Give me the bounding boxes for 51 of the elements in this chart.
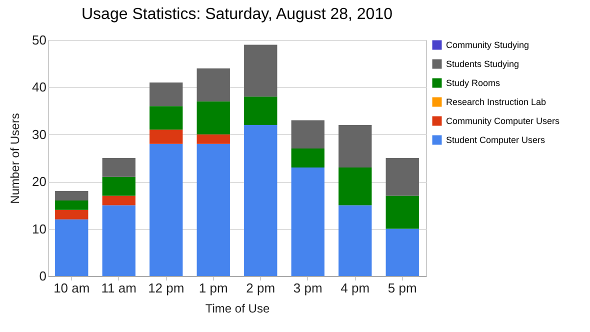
legend-label: Student Computer Users xyxy=(446,135,546,145)
bar xyxy=(102,205,136,276)
bar xyxy=(244,124,278,276)
bar xyxy=(338,124,372,168)
bar xyxy=(55,191,88,200)
bar xyxy=(150,144,183,276)
y-tick-label: 20 xyxy=(32,174,46,190)
x-tick-label: 5 pm xyxy=(388,280,417,296)
bar xyxy=(244,96,278,125)
legend-label: Students Studying xyxy=(446,59,520,69)
chart-title: Usage Statistics: Saturday, August 28, 2010 xyxy=(82,6,393,23)
x-tick-label: 3 pm xyxy=(293,280,322,296)
bar xyxy=(291,120,324,149)
x-tick-label: 11 am xyxy=(101,280,136,296)
bar xyxy=(150,130,183,144)
bar xyxy=(102,176,136,196)
bar xyxy=(244,44,278,97)
bar xyxy=(150,106,183,130)
bar xyxy=(55,219,88,276)
y-axis-title: Number of Users xyxy=(8,113,22,204)
bar xyxy=(386,196,419,229)
y-tick-label: 10 xyxy=(32,221,46,236)
bar xyxy=(338,167,372,206)
bar xyxy=(102,158,136,177)
bar xyxy=(196,144,230,276)
y-tick-label: 40 xyxy=(32,80,46,95)
bar xyxy=(196,68,230,102)
x-axis-title: Time of Use xyxy=(205,302,270,316)
bar xyxy=(55,200,88,210)
bar xyxy=(55,210,88,220)
legend-label: Community Computer Users xyxy=(446,116,560,126)
legend-label: Community Studying xyxy=(446,40,530,50)
bar xyxy=(386,158,419,196)
bar xyxy=(196,134,230,144)
bar xyxy=(150,82,183,106)
bar xyxy=(338,205,372,276)
y-tick-label: 50 xyxy=(32,32,46,48)
x-tick-label: 12 pm xyxy=(148,280,184,296)
bar xyxy=(102,196,136,206)
legend-label: Research Instruction Lab xyxy=(446,97,546,107)
legend-label: Study Rooms xyxy=(446,78,501,88)
x-tick-label: 2 pm xyxy=(246,280,276,296)
bar xyxy=(291,148,324,168)
bar xyxy=(291,167,324,276)
y-tick-label: 0 xyxy=(39,268,46,284)
bar xyxy=(196,101,230,134)
x-tick-label: 1 pm xyxy=(198,280,228,296)
y-tick-label: 30 xyxy=(32,126,46,142)
bar xyxy=(386,228,419,276)
x-tick-label: 4 pm xyxy=(340,280,370,296)
x-tick-label: 10 am xyxy=(54,280,90,296)
